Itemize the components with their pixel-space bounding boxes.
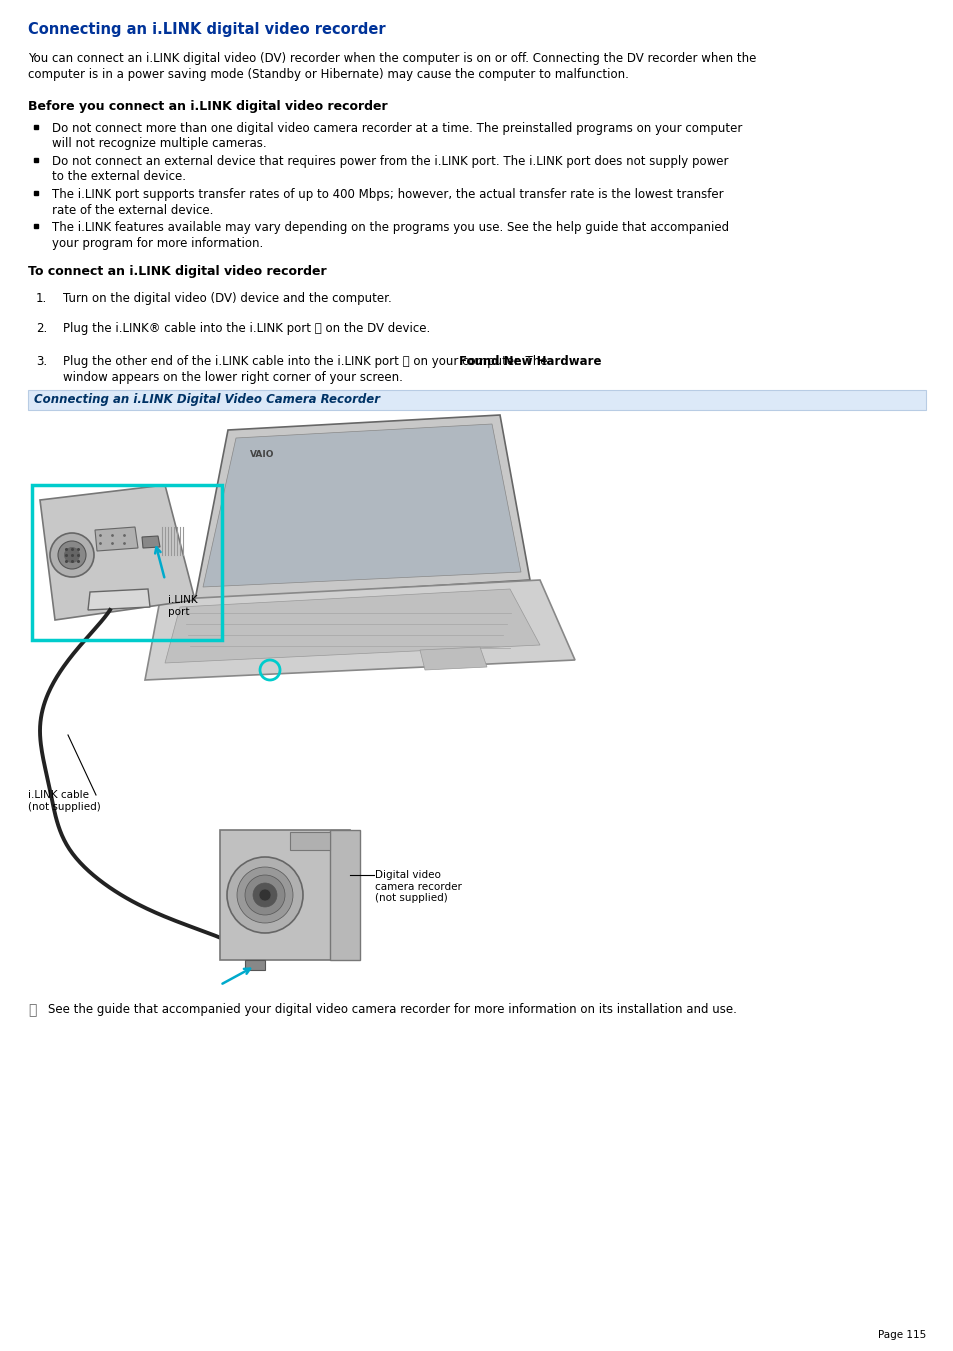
- Text: Page 115: Page 115: [877, 1329, 925, 1340]
- Bar: [220, 830, 350, 961]
- Text: i.LINK
port: i.LINK port: [168, 594, 197, 616]
- Polygon shape: [419, 647, 486, 670]
- Text: To connect an i.LINK digital video recorder: To connect an i.LINK digital video recor…: [28, 265, 326, 278]
- Text: Before you connect an i.LINK digital video recorder: Before you connect an i.LINK digital vid…: [28, 100, 387, 113]
- Circle shape: [64, 547, 80, 563]
- Text: to the external device.: to the external device.: [52, 170, 186, 184]
- Bar: [28, 409, 925, 979]
- Polygon shape: [88, 589, 150, 611]
- Text: 2.: 2.: [36, 322, 48, 335]
- Text: You can connect an i.LINK digital video (DV) recorder when the computer is on or: You can connect an i.LINK digital video …: [28, 51, 756, 65]
- Text: Do not connect more than one digital video camera recorder at a time. The preins: Do not connect more than one digital vid…: [52, 122, 741, 135]
- Circle shape: [245, 875, 285, 915]
- Polygon shape: [142, 536, 160, 549]
- Text: computer is in a power saving mode (Standby or Hibernate) may cause the computer: computer is in a power saving mode (Stan…: [28, 68, 628, 81]
- Polygon shape: [145, 580, 575, 680]
- Circle shape: [258, 889, 271, 901]
- Bar: [290, 832, 330, 850]
- Bar: [330, 830, 359, 961]
- Text: See the guide that accompanied your digital video camera recorder for more infor: See the guide that accompanied your digi…: [48, 1002, 736, 1016]
- Bar: [245, 961, 265, 970]
- Polygon shape: [95, 527, 138, 551]
- Circle shape: [50, 534, 94, 577]
- Text: 3.: 3.: [36, 355, 47, 367]
- Polygon shape: [40, 485, 194, 620]
- Polygon shape: [203, 424, 520, 586]
- Text: Digital video
camera recorder
(not supplied): Digital video camera recorder (not suppl…: [375, 870, 461, 904]
- Text: i.LINK cable
(not supplied): i.LINK cable (not supplied): [28, 790, 101, 812]
- Text: window appears on the lower right corner of your screen.: window appears on the lower right corner…: [63, 370, 402, 384]
- Text: 1.: 1.: [36, 292, 48, 305]
- Text: Connecting an i.LINK Digital Video Camera Recorder: Connecting an i.LINK Digital Video Camer…: [34, 393, 379, 407]
- Text: Plug the other end of the i.LINK cable into the i.LINK port ⦿ on your computer. : Plug the other end of the i.LINK cable i…: [63, 355, 551, 367]
- Text: will not recognize multiple cameras.: will not recognize multiple cameras.: [52, 138, 266, 150]
- Text: Plug the i.LINK® cable into the i.LINK port ⦿ on the DV device.: Plug the i.LINK® cable into the i.LINK p…: [63, 322, 430, 335]
- Circle shape: [236, 867, 293, 923]
- Polygon shape: [194, 415, 530, 600]
- Circle shape: [253, 884, 276, 907]
- Bar: [28, 390, 925, 409]
- Text: your program for more information.: your program for more information.: [52, 236, 263, 250]
- Text: VAIO: VAIO: [250, 450, 274, 459]
- Text: Found New Hardware: Found New Hardware: [459, 355, 601, 367]
- Text: ⎘: ⎘: [28, 1002, 36, 1017]
- Text: rate of the external device.: rate of the external device.: [52, 204, 213, 216]
- Text: Turn on the digital video (DV) device and the computer.: Turn on the digital video (DV) device an…: [63, 292, 392, 305]
- Text: The i.LINK features available may vary depending on the programs you use. See th: The i.LINK features available may vary d…: [52, 222, 728, 234]
- Polygon shape: [165, 589, 539, 663]
- Text: Do not connect an external device that requires power from the i.LINK port. The : Do not connect an external device that r…: [52, 155, 728, 168]
- Circle shape: [227, 857, 303, 934]
- Text: Connecting an i.LINK digital video recorder: Connecting an i.LINK digital video recor…: [28, 22, 385, 36]
- Text: The i.LINK port supports transfer rates of up to 400 Mbps; however, the actual t: The i.LINK port supports transfer rates …: [52, 188, 723, 201]
- Circle shape: [58, 540, 86, 569]
